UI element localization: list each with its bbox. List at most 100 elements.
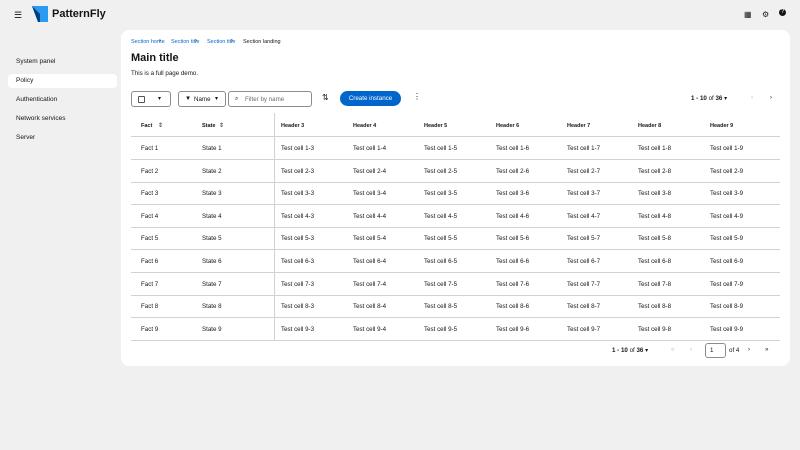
table-cell: Test cell 2-6 (496, 167, 530, 175)
total: 36 (715, 95, 723, 102)
prev-page[interactable]: ‹ (690, 346, 693, 353)
pagination-bottom[interactable]: 1 - 10 of 36 ▾ (612, 347, 649, 354)
table-cell: Test cell 9-4 (353, 325, 387, 333)
table-cell: Test cell 9-8 (638, 325, 672, 333)
table-cell: Fact 6 (141, 258, 159, 265)
last-page[interactable]: » (765, 346, 769, 353)
table-cell: Test cell 7-6 (496, 280, 530, 288)
table-cell: Test cell 7-4 (353, 280, 387, 288)
help-icon[interactable]: ? (779, 9, 786, 16)
row-border (131, 317, 780, 319)
create-button[interactable]: Create instance (340, 91, 401, 106)
column-header: Header 3 (281, 123, 305, 129)
table-cell: Fact 7 (141, 280, 159, 288)
next-page[interactable]: › (748, 346, 751, 353)
table-cell: Test cell 2-5 (424, 167, 458, 175)
apps-icon[interactable]: ▦ (744, 10, 752, 19)
table-cell: Test cell 6-3 (281, 258, 315, 265)
row-border (131, 339, 780, 341)
menu-toggle[interactable]: ☰ (14, 10, 23, 20)
first-page[interactable]: « (671, 346, 675, 353)
table-cell: Test cell 8-9 (710, 303, 744, 311)
nav-item[interactable]: Policy (8, 74, 117, 88)
pagination-top[interactable]: 1 - 10 of 36 ▾ (691, 95, 728, 102)
table-cell: Test cell 1-9 (710, 145, 744, 152)
table-cell: Test cell 3-6 (496, 190, 530, 198)
row-border (131, 294, 780, 296)
table-cell: State 1 (202, 145, 222, 152)
column-header: Header 5 (424, 123, 448, 129)
table-cell: Test cell 7-5 (424, 280, 458, 288)
table-cell: Fact 1 (141, 145, 159, 152)
table-cell: Test cell 9-9 (710, 325, 744, 333)
table-cell: Test cell 3-8 (638, 190, 672, 198)
table-cell: Test cell 1-3 (281, 145, 315, 152)
sort-button[interactable]: ⇅ (322, 93, 329, 102)
table-cell: Test cell 2-4 (353, 167, 387, 175)
table-cell: Test cell 2-8 (638, 167, 672, 175)
sort-icon[interactable]: ⇕ (219, 123, 225, 129)
table-cell: Test cell 1-6 (496, 145, 530, 152)
table-cell: Test cell 4-8 (638, 212, 672, 220)
table-cell: Test cell 8-5 (424, 303, 458, 311)
table-cell: Test cell 8-3 (281, 303, 315, 311)
table-cell: Test cell 4-7 (567, 212, 601, 220)
table-cell: Test cell 9-7 (567, 325, 601, 333)
breadcrumb-item: Section landing (243, 39, 281, 45)
page-description: This is a full page demo. (131, 70, 199, 77)
search-input[interactable]: ⌕ Filter by name (228, 91, 312, 107)
column-header: Header 8 (638, 123, 662, 129)
range: 1 - 10 (612, 347, 628, 354)
row-border (131, 249, 780, 251)
table-cell: Test cell 6-4 (353, 258, 387, 265)
table-cell: Fact 3 (141, 190, 159, 198)
table-cell: Test cell 6-5 (424, 258, 458, 265)
table-cell: Test cell 5-5 (424, 235, 458, 243)
logo-icon (32, 6, 48, 22)
prev-page[interactable]: ‹ (751, 94, 754, 101)
search-placeholder: Filter by name (245, 96, 285, 103)
breadcrumb-item[interactable]: Section title (171, 39, 200, 45)
table-cell: State 9 (202, 325, 222, 333)
row-border (131, 181, 780, 183)
nav-item[interactable]: System panel (16, 58, 56, 65)
sort-icon[interactable]: ⇕ (158, 123, 164, 129)
table-cell: Fact 8 (141, 303, 159, 311)
table-cell: Test cell 9-6 (496, 325, 530, 333)
table-cell: Test cell 6-9 (710, 258, 744, 265)
filter-attribute: Name (194, 96, 211, 103)
column-divider (274, 113, 275, 340)
column-header: Header 4 (353, 123, 377, 129)
filter-dropdown[interactable]: ▼ Name ▾ (178, 91, 226, 107)
table-cell: Test cell 5-3 (281, 235, 315, 243)
nav-item[interactable]: Authentication (16, 96, 58, 103)
breadcrumb-separator: › (159, 38, 161, 44)
table-cell: Test cell 4-9 (710, 212, 744, 220)
nav-item[interactable]: Server (16, 134, 36, 141)
table-cell: Test cell 5-8 (638, 235, 672, 243)
table-cell: Test cell 2-7 (567, 167, 601, 175)
table-cell: State 2 (202, 167, 222, 175)
breadcrumb-item[interactable]: Section title (207, 39, 236, 45)
bulk-select[interactable]: ▾ (131, 91, 171, 107)
page-input[interactable]: 1 (705, 343, 726, 358)
table-cell: Test cell 4-6 (496, 212, 530, 220)
table-cell: Test cell 9-3 (281, 325, 315, 333)
of: of (629, 347, 635, 354)
nav-item[interactable]: Network services (16, 115, 66, 122)
table-cell: Test cell 3-9 (710, 190, 744, 198)
settings-icon[interactable]: ⚙ (762, 10, 770, 19)
column-header: Fact (141, 123, 153, 129)
table-cell: State 6 (202, 258, 222, 265)
main-card (121, 30, 790, 366)
page-title: Main title (131, 52, 179, 64)
table-cell: Fact 9 (141, 325, 159, 333)
table-cell: State 5 (202, 235, 222, 243)
range: 1 - 10 (691, 95, 707, 102)
column-header: Header 7 (567, 123, 591, 129)
kebab-menu[interactable]: ⋮ (413, 92, 421, 101)
breadcrumb-item[interactable]: Section home (131, 39, 165, 45)
table-cell: Test cell 5-4 (353, 235, 387, 243)
next-page[interactable]: › (770, 94, 773, 101)
